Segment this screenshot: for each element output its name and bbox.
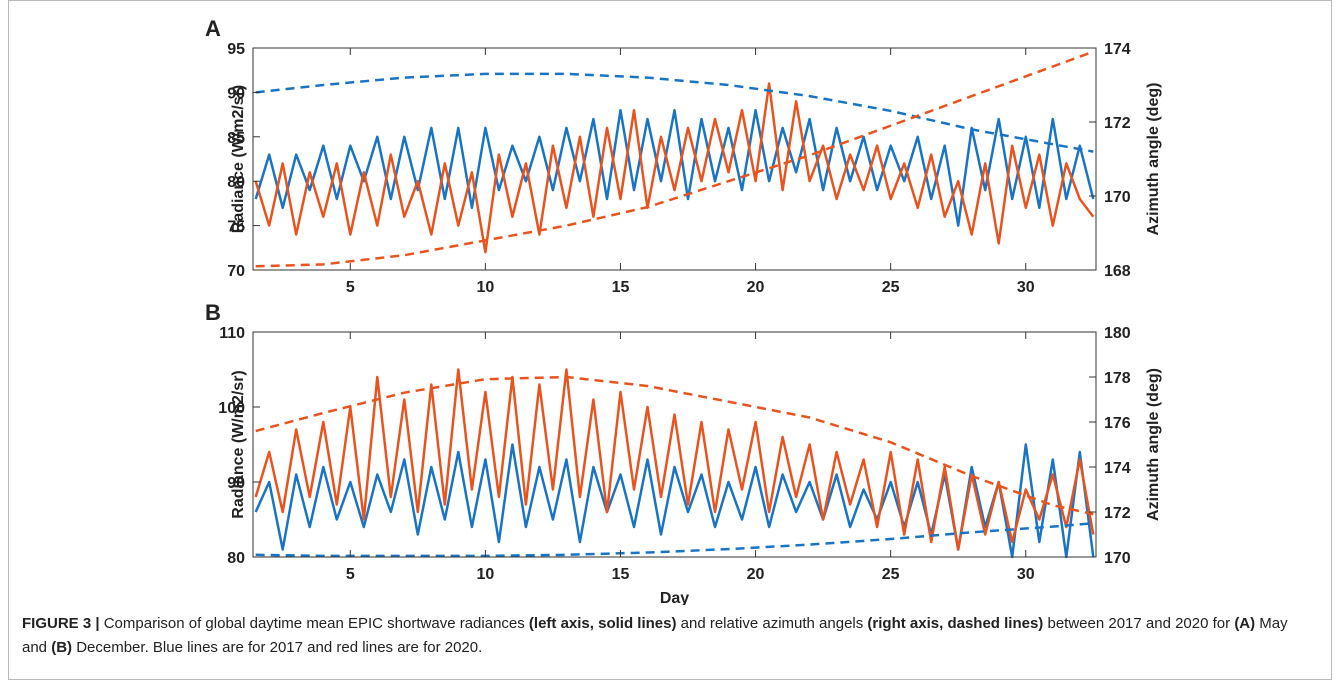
x-tick-label: 10 (476, 566, 494, 583)
y-axis-label: Radiance (W/m2/sr) (230, 85, 247, 233)
x-tick-label: 30 (1017, 279, 1035, 296)
dashed-line (255, 522, 1094, 558)
y-tick-label: 110 (219, 325, 245, 342)
y2-axis-label: Azimuth angle (deg) (1145, 368, 1162, 521)
dashed-line (255, 375, 1094, 516)
caption-text: December. Blue lines are for 2017 and re… (72, 639, 483, 656)
x-tick-label: 20 (747, 566, 765, 583)
y-tick-label: 80 (227, 550, 245, 567)
y2-tick-label: 170 (1104, 550, 1131, 567)
panel-label: B (205, 300, 221, 325)
x-tick-label: 20 (747, 279, 765, 296)
y-tick-label: 75 (227, 219, 245, 236)
y2-tick-label: 174 (1104, 460, 1131, 477)
data-line (254, 368, 1095, 551)
caption: FIGURE 3 | Comparison of global daytime … (22, 612, 1312, 660)
x-tick-label: 5 (346, 279, 355, 296)
panel-label: A (205, 16, 221, 41)
caption-text: between 2017 and 2020 for (1043, 615, 1235, 632)
y2-tick-label: 178 (1104, 370, 1131, 387)
x-axis-label: Day (660, 590, 689, 605)
x-tick-label: 15 (612, 566, 630, 583)
plot-frame (252, 331, 1097, 558)
y-tick-label: 85 (227, 130, 245, 147)
y2-tick-label: 176 (1104, 415, 1131, 432)
y-tick-label: 90 (227, 85, 245, 102)
caption-bold: (right axis, dashed lines) (867, 615, 1044, 632)
caption-bold: (B) (51, 639, 73, 656)
dashed-line (255, 72, 1094, 153)
caption-bold: (A) (1234, 615, 1256, 632)
y2-tick-label: 172 (1104, 505, 1131, 522)
caption-label: FIGURE 3 | (22, 615, 100, 632)
figure-frame (8, 0, 1332, 680)
y-axis-label: Radiance (W/m2/sr) (230, 370, 247, 518)
plot-frame (252, 47, 1097, 271)
y2-tick-label: 180 (1104, 325, 1131, 342)
figure: A 5 10 15 20 25 30 70 75 80 85 90 95 168 170 172 174 Radi… (205, 16, 1162, 605)
y2-tick-label: 170 (1104, 189, 1131, 206)
x-tick-label: 30 (1017, 566, 1035, 583)
caption-bold: (left axis, solid lines) (528, 615, 677, 632)
y-tick-label: 70 (227, 263, 245, 280)
caption-text: Comparison of global daytime mean EPIC s… (99, 615, 529, 632)
x-tick-label: 15 (612, 279, 630, 296)
caption-text: and relative azimuth angels (676, 615, 868, 632)
y-tick-label: 80 (227, 174, 245, 191)
y2-axis-label: Azimuth angle (deg) (1145, 83, 1162, 236)
x-tick-label: 10 (476, 279, 494, 296)
y-tick-label: 100 (218, 400, 245, 417)
x-tick-label: 25 (882, 566, 900, 583)
y-tick-label: 90 (227, 475, 245, 492)
y2-tick-label: 174 (1104, 41, 1131, 58)
y2-tick-label: 172 (1104, 115, 1131, 132)
dashed-line (255, 50, 1094, 268)
data-line (254, 82, 1095, 254)
x-tick-label: 25 (882, 279, 900, 296)
x-tick-label: 5 (346, 566, 355, 583)
y-tick-label: 95 (227, 41, 245, 58)
y2-tick-label: 168 (1104, 263, 1131, 280)
caption-text: May and (22, 615, 1288, 656)
